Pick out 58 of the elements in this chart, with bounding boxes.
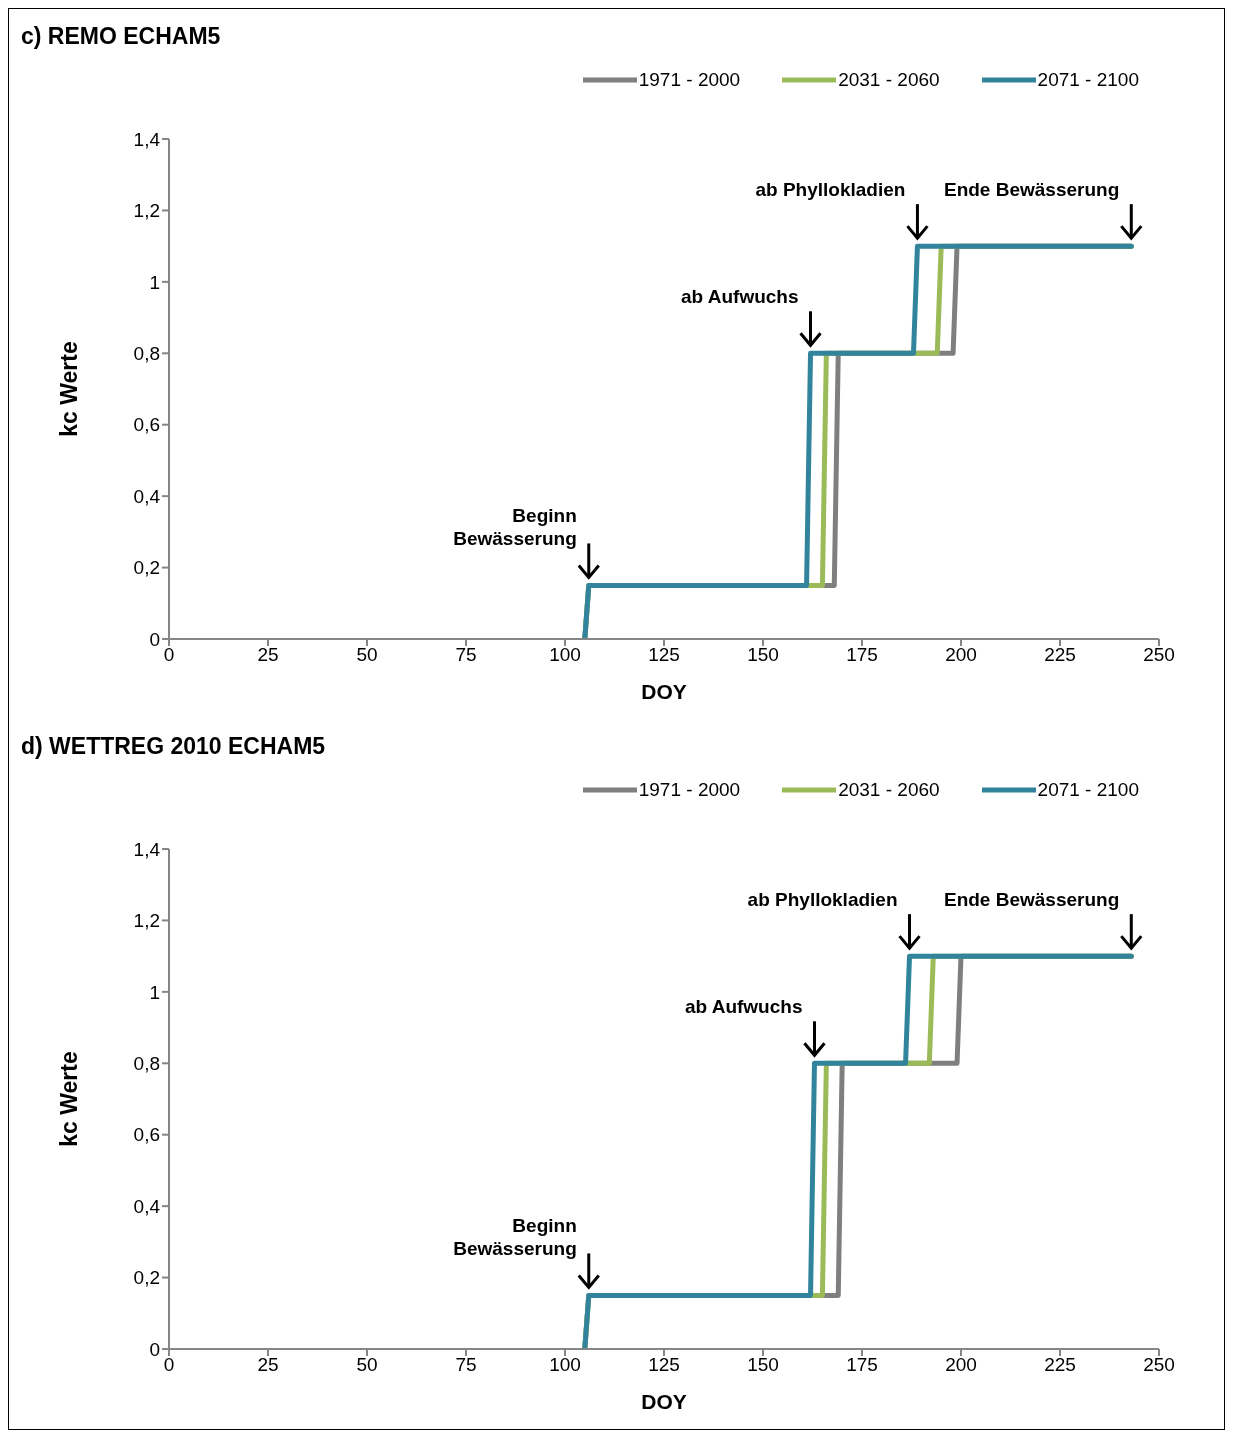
y-tick-label: 0,2: [133, 1267, 160, 1289]
x-tick-label: 0: [163, 644, 175, 666]
x-tick-label: 50: [356, 644, 378, 666]
legend-label: 1971 - 2000: [638, 69, 741, 91]
x-tick-label: 150: [747, 1354, 779, 1376]
y-tick-label: 0,6: [133, 414, 160, 436]
y-axis-title: kc Werte: [56, 1051, 83, 1147]
x-tick-label: 75: [455, 1354, 477, 1376]
annotation: ab Phyllokladien: [755, 179, 906, 201]
x-tick-label: 25: [257, 644, 279, 666]
x-tick-label: 200: [945, 644, 977, 666]
y-tick-label: 1,2: [133, 200, 160, 222]
x-tick-label: 100: [549, 644, 581, 666]
annotation: ab Aufwuchs: [680, 286, 799, 308]
y-tick-label: 0,8: [133, 1053, 160, 1075]
x-tick-label: 100: [549, 1354, 581, 1376]
x-tick-label: 0: [163, 1354, 175, 1376]
x-tick-label: 200: [945, 1354, 977, 1376]
x-tick-label: 25: [257, 1354, 279, 1376]
x-tick-label: 125: [648, 644, 680, 666]
x-tick-label: 50: [356, 1354, 378, 1376]
y-tick-label: 0: [149, 1338, 160, 1360]
x-tick-label: 150: [747, 644, 779, 666]
x-tick-label: 250: [1143, 644, 1175, 666]
y-tick-label: 1,2: [133, 910, 160, 932]
x-axis-title: DOY: [641, 680, 687, 703]
annotation: ab Phyllokladien: [747, 889, 898, 911]
chart-title: c) REMO ECHAM5: [20, 22, 222, 51]
y-tick-label: 1: [149, 981, 160, 1003]
y-tick-label: 0: [149, 628, 160, 650]
annotation: Beginn Bewässerung: [453, 1214, 577, 1260]
x-tick-label: 225: [1044, 644, 1076, 666]
legend-label: 2031 - 2060: [838, 779, 940, 801]
legend-label: 2031 - 2060: [838, 69, 940, 91]
x-tick-label: 125: [648, 1354, 680, 1376]
y-tick-label: 0,4: [133, 485, 161, 507]
annotation: Beginn Bewässerung: [453, 504, 577, 550]
y-tick-label: 0,2: [133, 557, 160, 579]
y-tick-label: 0,6: [133, 1124, 160, 1146]
legend-label: 1971 - 2000: [638, 779, 741, 801]
chart-title: d) WETTREG 2010 ECHAM5: [20, 732, 327, 761]
x-tick-label: 175: [846, 644, 878, 666]
x-tick-label: 225: [1044, 1354, 1076, 1376]
legend-label: 2071 - 2100: [1037, 779, 1139, 801]
y-tick-label: 1,4: [133, 838, 161, 860]
y-tick-label: 1,4: [133, 128, 161, 150]
annotation: ab Aufwuchs: [684, 996, 803, 1018]
x-tick-label: 250: [1143, 1354, 1175, 1376]
y-tick-label: 1: [149, 271, 160, 293]
y-axis-title: kc Werte: [56, 341, 83, 437]
y-tick-label: 0,8: [133, 343, 160, 365]
x-tick-label: 75: [455, 644, 477, 666]
x-tick-label: 175: [846, 1354, 878, 1376]
y-tick-label: 0,4: [133, 1195, 161, 1217]
annotation: Ende Bewässerung: [944, 889, 1120, 911]
x-axis-title: DOY: [641, 1390, 687, 1413]
legend-label: 2071 - 2100: [1037, 69, 1139, 91]
annotation: Ende Bewässerung: [944, 179, 1120, 201]
